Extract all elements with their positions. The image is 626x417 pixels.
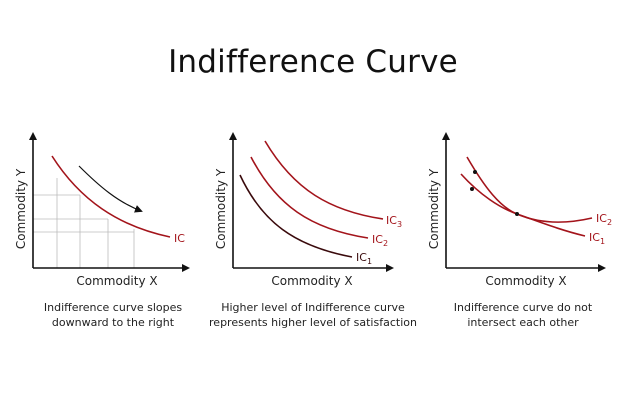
caption-line: downward to the right <box>51 316 175 329</box>
caption-panel-2: Higher level of Indifference curve repre… <box>208 300 418 330</box>
x-axis-label: Commodity X <box>76 274 157 288</box>
curve-label-ic2: IC2 <box>596 212 612 227</box>
intersection-point <box>515 212 519 216</box>
indifference-curve-ic3 <box>264 140 384 220</box>
caption-line: Indifference curve do not <box>453 301 593 314</box>
indifference-curve <box>51 155 171 238</box>
point-on-ic1 <box>470 187 474 191</box>
y-axis-label: Commodity Y <box>214 168 228 249</box>
caption-panel-1: Indifference curve slopes downward to th… <box>8 300 218 330</box>
panel-slopes-downward: IC Commodity X Commodity Y <box>14 132 190 288</box>
curve-label-ic1: IC1 <box>589 231 605 246</box>
x-axis-label: Commodity X <box>271 274 352 288</box>
indifference-curve-ic1 <box>239 174 353 258</box>
indifference-curve-ic2 <box>250 156 369 239</box>
page-title: Indifference Curve <box>168 44 458 80</box>
caption-line: intersect each other <box>467 316 579 329</box>
indifference-curve-ic2 <box>466 156 593 223</box>
point-on-ic2 <box>473 170 477 174</box>
y-axis-label: Commodity Y <box>14 168 28 249</box>
caption-line: represents higher level of satisfaction <box>209 316 417 329</box>
indifference-curve-ic1 <box>460 173 586 237</box>
caption-panel-3: Indifference curve do not intersect each… <box>418 300 626 330</box>
caption-line: Higher level of Indifference curve <box>221 301 405 314</box>
curve-label-ic3: IC3 <box>386 214 402 229</box>
grid-lines <box>33 178 135 268</box>
x-axis-label: Commodity X <box>485 274 566 288</box>
panel-higher-levels: IC3 IC2 IC1 Commodity X Commodity Y <box>214 132 402 288</box>
panel-no-intersection: IC2 IC1 Commodity X Commodity Y <box>427 132 612 288</box>
curve-label-ic: IC <box>174 232 185 245</box>
y-axis-label: Commodity Y <box>427 168 441 249</box>
caption-line: Indifference curve slopes <box>43 301 183 314</box>
curve-label-ic2: IC2 <box>372 233 388 248</box>
downward-direction-arrow <box>78 165 143 213</box>
curve-label-ic1: IC1 <box>356 251 372 266</box>
